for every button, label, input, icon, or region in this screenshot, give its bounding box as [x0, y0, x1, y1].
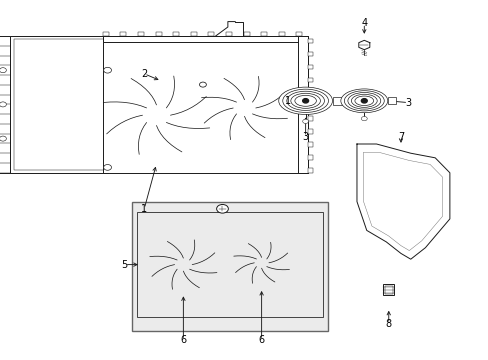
- Ellipse shape: [294, 95, 316, 106]
- Text: 1: 1: [285, 96, 291, 106]
- Ellipse shape: [282, 89, 328, 112]
- Bar: [307, 168, 312, 173]
- Bar: [278, 32, 285, 36]
- Ellipse shape: [290, 93, 320, 108]
- Bar: [307, 39, 312, 43]
- Text: 5: 5: [122, 260, 127, 270]
- Circle shape: [302, 119, 308, 123]
- Bar: [307, 90, 312, 95]
- Circle shape: [361, 117, 366, 121]
- Text: 8: 8: [385, 319, 391, 329]
- Ellipse shape: [351, 94, 376, 107]
- Circle shape: [216, 204, 228, 213]
- Text: 4: 4: [361, 18, 366, 28]
- Circle shape: [178, 261, 188, 268]
- Bar: [137, 212, 322, 317]
- Text: 3: 3: [405, 98, 410, 108]
- Circle shape: [199, 82, 206, 87]
- Bar: [307, 51, 312, 56]
- Bar: [298, 36, 307, 173]
- Bar: [10, 36, 107, 173]
- Circle shape: [103, 165, 111, 170]
- Text: 7: 7: [397, 132, 403, 142]
- Bar: [296, 32, 302, 36]
- Polygon shape: [358, 40, 369, 50]
- Bar: [190, 32, 197, 36]
- Text: 1: 1: [141, 204, 147, 214]
- Bar: [307, 77, 312, 82]
- Bar: [120, 32, 126, 36]
- Bar: [307, 103, 312, 108]
- Text: 6: 6: [258, 335, 264, 345]
- Bar: [0, 36, 10, 173]
- Bar: [387, 97, 395, 104]
- Bar: [225, 32, 232, 36]
- Bar: [155, 32, 162, 36]
- Ellipse shape: [347, 93, 380, 109]
- Circle shape: [103, 67, 111, 73]
- Bar: [307, 64, 312, 69]
- Circle shape: [302, 99, 308, 103]
- Ellipse shape: [286, 91, 324, 111]
- Bar: [307, 129, 312, 134]
- Circle shape: [0, 68, 6, 73]
- Bar: [138, 32, 144, 36]
- Ellipse shape: [344, 91, 384, 111]
- Bar: [132, 202, 327, 331]
- Ellipse shape: [340, 89, 387, 113]
- Bar: [208, 32, 214, 36]
- Circle shape: [238, 103, 250, 113]
- Ellipse shape: [354, 96, 373, 105]
- Bar: [261, 32, 267, 36]
- Bar: [243, 32, 249, 36]
- Bar: [307, 116, 312, 121]
- Polygon shape: [356, 144, 449, 259]
- Bar: [102, 36, 307, 42]
- Bar: [307, 142, 312, 147]
- Text: 2: 2: [141, 69, 147, 79]
- Bar: [102, 32, 109, 36]
- Bar: [332, 97, 341, 105]
- Text: 3: 3: [302, 132, 308, 142]
- Bar: [173, 32, 179, 36]
- Circle shape: [361, 99, 366, 103]
- Ellipse shape: [278, 87, 332, 114]
- Circle shape: [257, 260, 265, 266]
- Bar: [383, 284, 393, 295]
- Bar: [384, 286, 392, 294]
- Circle shape: [148, 109, 164, 121]
- Circle shape: [0, 102, 6, 107]
- Circle shape: [0, 136, 6, 141]
- Bar: [14, 39, 103, 170]
- Bar: [307, 155, 312, 160]
- Text: 6: 6: [180, 335, 186, 345]
- Bar: [102, 36, 307, 173]
